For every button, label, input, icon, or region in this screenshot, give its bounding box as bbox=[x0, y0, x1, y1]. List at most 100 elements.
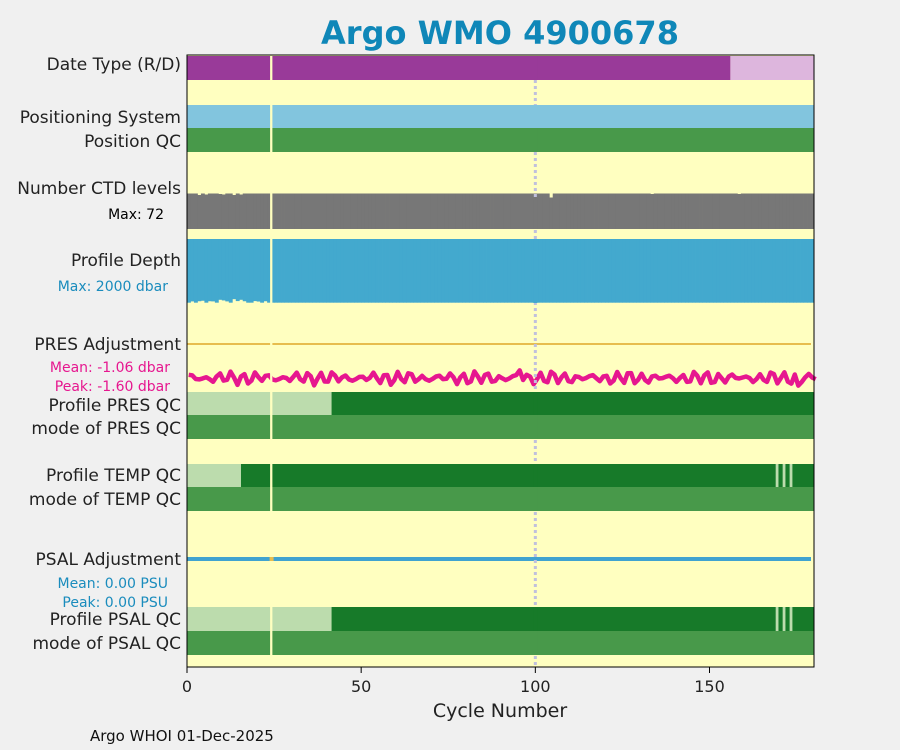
ctd-bar bbox=[437, 193, 442, 229]
ctd-bar bbox=[204, 194, 209, 229]
ctd-bar bbox=[528, 193, 533, 229]
ctd-bar bbox=[305, 193, 310, 229]
ctd-bar bbox=[740, 193, 745, 229]
ctd-bar bbox=[761, 193, 766, 229]
label-date-type: Date Type (R/D) bbox=[47, 55, 181, 75]
depth-bar bbox=[664, 239, 669, 303]
ctd-bar bbox=[608, 193, 613, 229]
ctd-bar bbox=[270, 193, 275, 229]
depth-bar bbox=[775, 239, 780, 303]
depth-bar bbox=[190, 239, 195, 302]
ctd-bar bbox=[402, 193, 407, 229]
depth-bar bbox=[402, 239, 407, 303]
ctd-bar bbox=[566, 193, 571, 229]
x-tick-label: 50 bbox=[351, 677, 371, 696]
depth-bar bbox=[469, 239, 474, 303]
ctd-bar bbox=[618, 193, 623, 229]
ctd-bar bbox=[664, 193, 669, 229]
depth-bar bbox=[204, 239, 209, 303]
ctd-bar bbox=[636, 193, 641, 229]
depth-bar bbox=[232, 239, 237, 300]
ctd-bar bbox=[517, 193, 522, 229]
ctd-bar bbox=[253, 193, 258, 229]
ctd-bar bbox=[671, 193, 676, 229]
ctd-bar bbox=[789, 193, 794, 229]
ctd-bar bbox=[385, 193, 390, 229]
depth-bar bbox=[521, 239, 526, 303]
depth-bar bbox=[399, 239, 404, 303]
depth-bar bbox=[340, 239, 345, 303]
ctd-bar bbox=[507, 193, 512, 229]
depth-bar bbox=[591, 239, 595, 303]
label-pres-adjustment: PRES Adjustment bbox=[34, 335, 181, 355]
depth-bar bbox=[361, 239, 366, 303]
depth-bar bbox=[580, 239, 585, 303]
ctd-bar bbox=[315, 193, 320, 229]
ctd-bar bbox=[503, 193, 508, 229]
depth-bar bbox=[681, 239, 686, 303]
ctd-bar bbox=[497, 193, 501, 229]
marker-cover bbox=[533, 105, 538, 128]
depth-bar bbox=[211, 239, 216, 302]
depth-bar bbox=[444, 239, 449, 303]
depth-bar bbox=[524, 239, 529, 303]
position-qc-bar bbox=[187, 128, 814, 152]
label-profile-psal-qc: Profile PSAL QC bbox=[50, 610, 181, 630]
ctd-bar bbox=[768, 193, 773, 229]
depth-bar bbox=[462, 239, 467, 303]
pres-mean-label: Mean: -1.06 dbar bbox=[50, 360, 170, 376]
psal-qc-segment-A bbox=[331, 607, 814, 631]
ctd-bar bbox=[399, 193, 404, 229]
ctd-bar bbox=[232, 195, 237, 229]
depth-bar bbox=[437, 239, 442, 303]
depth-bar bbox=[517, 239, 522, 303]
depth-bar bbox=[601, 239, 606, 303]
pres-adjustment-series bbox=[188, 368, 817, 388]
depth-bar bbox=[500, 239, 505, 303]
depth-bar bbox=[343, 239, 348, 303]
depth-bar bbox=[214, 239, 219, 303]
marker-cover bbox=[533, 200, 538, 229]
ctd-bar bbox=[479, 193, 484, 229]
depth-bar bbox=[221, 239, 226, 301]
depth-bar bbox=[730, 239, 735, 303]
x-tick-label: 150 bbox=[694, 677, 725, 696]
ctd-bar bbox=[277, 193, 282, 229]
label-profile-pres-qc: Profile PRES QC bbox=[48, 396, 181, 416]
depth-bar bbox=[643, 239, 648, 303]
depth-bar bbox=[786, 239, 791, 303]
ctd-bar bbox=[416, 193, 421, 229]
ctd-bar bbox=[657, 193, 662, 229]
ctd-bar bbox=[646, 193, 651, 229]
ctd-bar bbox=[371, 193, 376, 229]
depth-bar bbox=[709, 239, 714, 303]
ctd-bar bbox=[716, 193, 721, 229]
ctd-bar bbox=[625, 193, 630, 229]
ctd-bar bbox=[308, 193, 313, 229]
ctd-bar bbox=[615, 193, 620, 229]
pres-qc-segment-B bbox=[187, 392, 332, 415]
label-profile-temp-qc: Profile TEMP QC bbox=[46, 466, 181, 486]
depth-bar bbox=[796, 239, 801, 303]
ctd-max-label: Max: 72 bbox=[108, 207, 164, 223]
ctd-bar bbox=[364, 193, 369, 229]
mode-pres-qc-bar bbox=[187, 415, 814, 439]
ctd-bar bbox=[368, 193, 373, 229]
depth-bar bbox=[733, 239, 738, 303]
ctd-bar bbox=[375, 193, 379, 229]
depth-bar bbox=[427, 239, 432, 303]
ctd-bar bbox=[800, 193, 804, 229]
depth-bar bbox=[256, 239, 261, 302]
marker-cover bbox=[533, 415, 538, 439]
ctd-bar bbox=[538, 193, 543, 229]
ctd-bar bbox=[719, 193, 724, 229]
depth-bar bbox=[761, 239, 766, 303]
depth-bar bbox=[712, 239, 717, 303]
ctd-bar bbox=[357, 193, 362, 229]
ctd-bar bbox=[702, 193, 707, 229]
depth-bar bbox=[294, 239, 299, 303]
depth-bar bbox=[270, 239, 275, 303]
missing-cycle-gap bbox=[270, 56, 273, 666]
date-type-segment-D bbox=[730, 56, 814, 80]
ctd-bar bbox=[650, 194, 655, 229]
